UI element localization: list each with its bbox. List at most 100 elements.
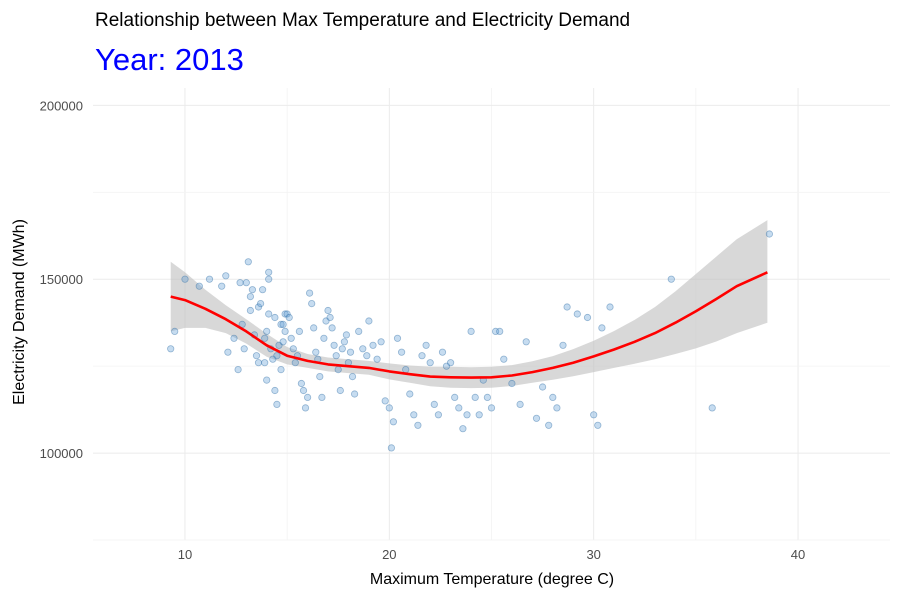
data-point [549,393,557,401]
data-point [222,272,230,280]
data-point [318,393,326,401]
data-point [381,397,389,405]
data-point [667,275,675,283]
data-point [590,411,598,419]
data-point [242,279,250,287]
data-point [410,411,418,419]
data-point [471,393,479,401]
data-point [291,359,299,367]
data-point [708,404,716,412]
data-point [348,372,357,381]
data-point [308,299,316,308]
x-tick-label: 10 [178,547,192,562]
data-point [422,341,430,349]
data-point [387,444,395,452]
data-point [451,393,459,401]
data-point [322,317,330,325]
data-point [246,292,254,301]
data-point [438,348,447,356]
chart-title: Relationship between Max Temperature and… [95,10,630,31]
data-point [261,334,269,342]
smooth-line-layer [170,271,768,379]
data-point [446,359,455,367]
data-point [538,383,547,391]
data-point [301,404,310,412]
data-point [279,338,287,346]
data-point [287,334,295,342]
data-point [265,310,273,318]
data-point [246,306,254,315]
x-axis-label: Maximum Temperature (degree C) [370,571,614,588]
data-point [261,359,269,367]
data-point [491,327,500,335]
data-point [234,365,242,374]
data-point [455,404,463,412]
data-point [459,425,467,433]
data-point [244,258,252,266]
data-point [393,334,402,342]
data-point [273,352,281,360]
data-point [508,379,516,388]
data-point [442,362,451,370]
data-point [594,421,602,429]
data-point [265,275,273,283]
data-point [369,341,377,349]
data-point [338,345,346,353]
data-point [359,345,367,353]
data-point [389,418,397,426]
data-point [765,230,774,238]
data-point [545,421,553,429]
y-tick-label: 100000 [40,446,83,461]
tick-labels: 10 20 30 40 100000 150000 200000 [40,98,806,562]
data-point [606,303,614,311]
data-point [295,327,303,335]
data-point [334,365,342,374]
data-point [275,341,283,349]
data-point [363,352,371,360]
data-point [430,400,438,408]
data-point [350,390,359,398]
x-tick-label: 20 [382,547,396,562]
data-point [402,365,410,374]
data-point [167,345,175,353]
data-point [297,379,305,388]
data-point [467,327,475,335]
data-point [365,317,373,325]
data-point [258,286,267,294]
data-point [559,341,567,349]
data-point [281,327,289,335]
data-point [500,355,508,363]
data-point [406,390,414,398]
data-point [312,348,320,356]
data-point [573,310,581,318]
data-point [263,376,271,384]
smooth-trend-line [170,271,768,379]
x-tick-label: 40 [791,547,805,562]
data-point [336,386,344,395]
data-point [271,386,279,395]
data-point [463,411,471,419]
data-point [355,327,363,335]
data-point [283,310,291,318]
data-point [373,355,381,363]
data-point [516,400,524,408]
data-point [256,299,265,308]
data-point [279,320,287,328]
data-point [418,352,426,360]
data-point [475,411,483,419]
data-point [483,393,491,401]
data-point [532,414,541,422]
data-point [254,303,263,311]
x-tick-label: 30 [586,547,600,562]
data-point [303,393,312,401]
scatter-points [167,230,774,452]
confidence-band-layer [170,220,768,389]
data-point [330,341,338,349]
data-point [281,310,289,318]
data-point [224,348,232,356]
data-point [414,421,422,429]
data-point [263,327,271,335]
data-point [340,338,348,346]
data-point [277,320,285,328]
